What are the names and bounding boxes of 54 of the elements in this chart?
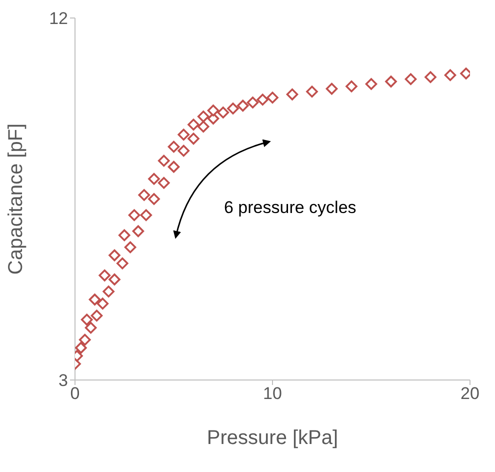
x-tick-label: 0 [70,384,80,404]
point [88,294,101,306]
point [128,209,140,221]
point [168,140,180,153]
x-axis-title: Pressure [kPa] [206,427,338,449]
y-tick-label: 12 [49,9,68,28]
point [365,78,378,90]
point [96,298,109,310]
y-tick-label: 3 [58,371,68,390]
point [188,118,200,130]
point [227,102,239,114]
point [326,82,338,95]
point [132,225,144,238]
point [158,154,170,167]
point [140,209,152,221]
point [424,71,436,84]
point [124,241,136,254]
point [178,144,190,157]
point [148,172,160,185]
point [306,86,318,98]
x-tick-label: 10 [263,384,282,404]
point [246,96,259,108]
annotation: 6 pressure cycles [224,198,356,218]
point [256,94,269,106]
x-tick-label: 20 [460,384,480,404]
y-axis-title: Capacitance [pF] [5,123,28,275]
point [84,322,97,334]
point [75,342,87,354]
point [197,120,210,132]
point [102,286,114,298]
point [207,104,220,116]
point [346,80,358,92]
point [118,229,130,242]
point [108,274,120,286]
point [404,73,417,86]
point [178,128,190,141]
point [217,106,230,118]
point [286,88,298,100]
point [444,69,456,82]
point [80,314,93,326]
point [148,193,160,205]
point [158,177,170,189]
point [197,110,210,122]
point [90,310,103,322]
point [188,132,200,145]
point [108,249,120,262]
point [116,257,128,270]
point [98,270,111,282]
point [266,92,278,104]
point [236,100,249,112]
point [78,334,91,346]
point [138,189,150,201]
point [168,160,180,173]
point [385,76,397,88]
